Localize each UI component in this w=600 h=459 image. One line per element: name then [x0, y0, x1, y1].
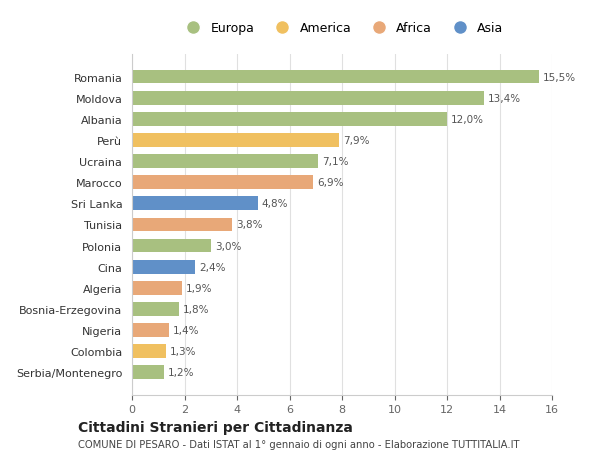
Text: Cittadini Stranieri per Cittadinanza: Cittadini Stranieri per Cittadinanza	[78, 420, 353, 435]
Bar	[132, 155, 319, 168]
Bar	[132, 345, 166, 358]
Text: 7,1%: 7,1%	[322, 157, 349, 167]
Text: 7,9%: 7,9%	[343, 135, 370, 146]
Text: 6,9%: 6,9%	[317, 178, 344, 188]
Text: 3,0%: 3,0%	[215, 241, 241, 251]
Text: 12,0%: 12,0%	[451, 115, 484, 124]
Text: COMUNE DI PESARO - Dati ISTAT al 1° gennaio di ogni anno - Elaborazione TUTTITAL: COMUNE DI PESARO - Dati ISTAT al 1° genn…	[78, 440, 520, 449]
Bar	[132, 239, 211, 253]
Text: 1,2%: 1,2%	[167, 368, 194, 377]
Bar	[132, 260, 195, 274]
Bar	[132, 134, 340, 147]
Bar	[132, 366, 163, 379]
Text: 1,9%: 1,9%	[186, 283, 212, 293]
Text: 1,3%: 1,3%	[170, 347, 197, 356]
Text: 15,5%: 15,5%	[543, 73, 576, 82]
Bar	[132, 112, 447, 126]
Bar	[132, 302, 179, 316]
Bar	[132, 281, 182, 295]
Bar	[132, 218, 232, 232]
Text: 1,8%: 1,8%	[183, 304, 209, 314]
Bar	[132, 92, 484, 105]
Legend: Europa, America, Africa, Asia: Europa, America, Africa, Asia	[176, 17, 508, 40]
Text: 1,4%: 1,4%	[173, 325, 199, 335]
Text: 4,8%: 4,8%	[262, 199, 289, 209]
Bar	[132, 324, 169, 337]
Text: 3,8%: 3,8%	[236, 220, 262, 230]
Bar	[132, 176, 313, 190]
Bar	[132, 197, 258, 211]
Text: 13,4%: 13,4%	[488, 94, 521, 103]
Text: 2,4%: 2,4%	[199, 262, 226, 272]
Bar	[132, 71, 539, 84]
